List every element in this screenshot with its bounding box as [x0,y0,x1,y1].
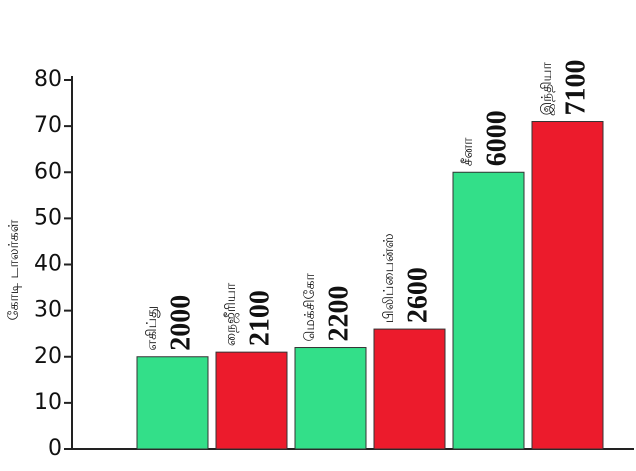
y-tick-label: 80 [34,67,62,92]
bar [452,171,525,450]
y-tick-label: 70 [34,113,62,138]
bar [136,356,209,450]
y-tick-label: 10 [34,390,62,415]
category-label: எகிப்து [144,306,160,351]
bar [531,121,604,450]
y-tick-label: 40 [34,252,62,277]
y-tick-label: 30 [34,298,62,323]
category-label: நைஜீரியா [223,282,240,346]
annotation: 2000 [165,295,196,351]
category-label: சீனா [460,137,476,166]
category-label: மெக்சிகோ [302,273,318,342]
y-tick-label: 20 [34,344,62,369]
y-tick-label: 60 [34,159,62,184]
bar [373,328,446,450]
annotation: 2200 [323,286,354,342]
y-tick-label: 0 [48,436,62,461]
annotation: 7100 [560,60,591,116]
annotation: 2100 [244,290,275,346]
bar [294,347,367,450]
annotation: 6000 [481,110,512,166]
y-tick-label: 50 [34,205,62,230]
annotation: 2600 [402,267,433,323]
y-axis-label: கோடி டாலர்கள் [6,219,22,320]
bar [215,351,288,450]
category-label: இந்தியா [539,61,555,115]
category-label: பிலிப்பைன்ஸ் [381,233,397,323]
